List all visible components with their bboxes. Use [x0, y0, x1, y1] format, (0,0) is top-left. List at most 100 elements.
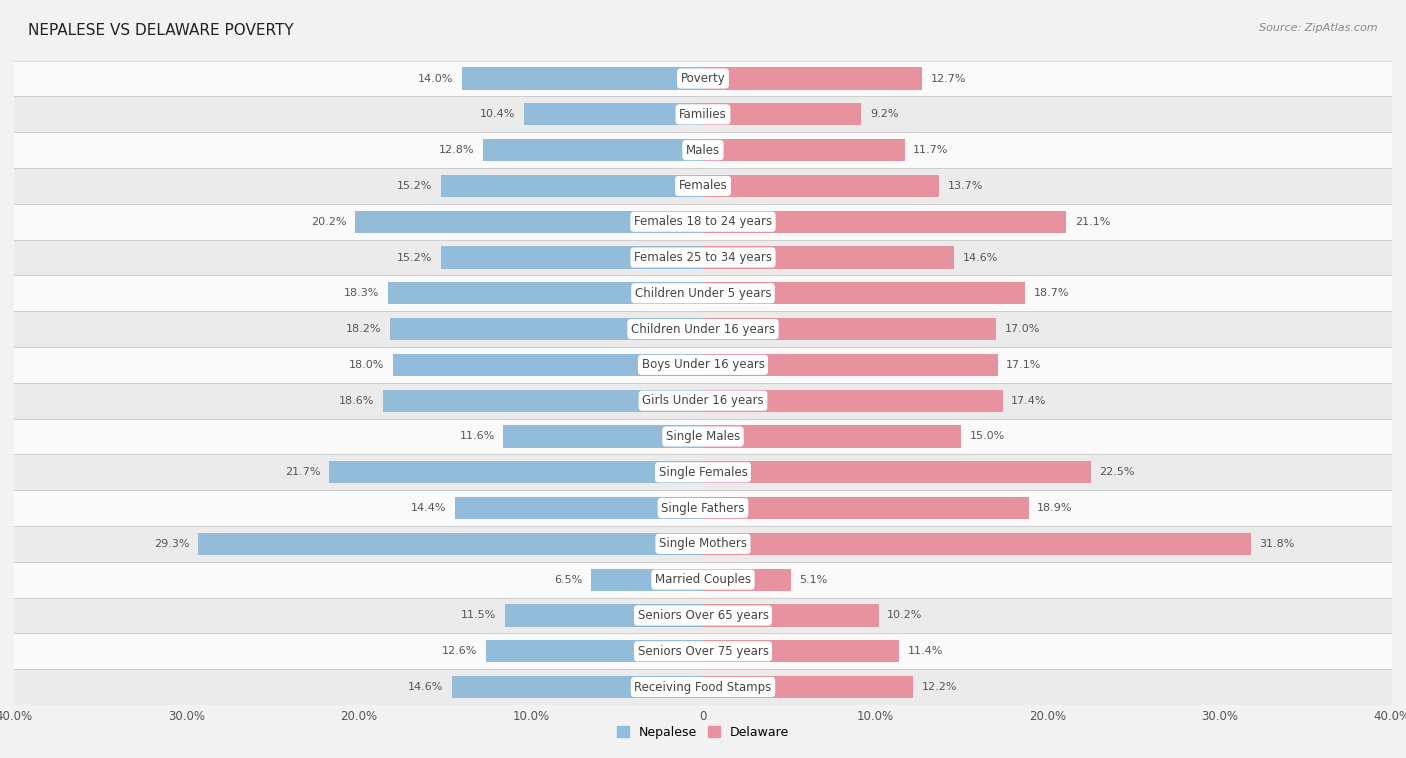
Bar [14, 526, 1392, 562]
Text: Single Fathers: Single Fathers [661, 502, 745, 515]
Text: 11.5%: 11.5% [461, 610, 496, 621]
Bar [703, 282, 1025, 305]
Bar [486, 641, 703, 662]
Bar [198, 533, 703, 555]
Bar [461, 67, 703, 89]
Bar [14, 418, 1392, 454]
Bar [703, 175, 939, 197]
Bar [14, 383, 1392, 418]
Bar [382, 390, 703, 412]
Text: 17.4%: 17.4% [1011, 396, 1047, 406]
Bar [703, 139, 904, 161]
Text: 12.7%: 12.7% [931, 74, 966, 83]
Bar [14, 61, 1392, 96]
Text: 18.3%: 18.3% [344, 288, 380, 299]
Text: 13.7%: 13.7% [948, 181, 983, 191]
Text: Boys Under 16 years: Boys Under 16 years [641, 359, 765, 371]
Text: 18.7%: 18.7% [1033, 288, 1069, 299]
Text: Source: ZipAtlas.com: Source: ZipAtlas.com [1260, 23, 1378, 33]
Bar [703, 246, 955, 268]
Text: 11.4%: 11.4% [908, 647, 943, 656]
Bar [356, 211, 703, 233]
Text: 12.6%: 12.6% [441, 647, 478, 656]
Text: 10.2%: 10.2% [887, 610, 922, 621]
Bar [441, 175, 703, 197]
Bar [14, 597, 1392, 634]
Text: 17.0%: 17.0% [1004, 324, 1040, 334]
Text: Married Couples: Married Couples [655, 573, 751, 586]
Text: 15.2%: 15.2% [398, 252, 433, 262]
Text: Seniors Over 65 years: Seniors Over 65 years [637, 609, 769, 622]
Text: 14.0%: 14.0% [418, 74, 453, 83]
Bar [14, 669, 1392, 705]
Bar [524, 103, 703, 125]
Text: 15.2%: 15.2% [398, 181, 433, 191]
Text: Children Under 16 years: Children Under 16 years [631, 323, 775, 336]
Text: Children Under 5 years: Children Under 5 years [634, 287, 772, 300]
Bar [14, 454, 1392, 490]
Text: Single Females: Single Females [658, 465, 748, 479]
Text: Poverty: Poverty [681, 72, 725, 85]
Bar [389, 318, 703, 340]
Text: 15.0%: 15.0% [970, 431, 1005, 441]
Bar [703, 533, 1251, 555]
Text: 9.2%: 9.2% [870, 109, 898, 119]
Bar [482, 139, 703, 161]
Bar [703, 354, 997, 376]
Bar [14, 96, 1392, 132]
Bar [392, 354, 703, 376]
Bar [703, 103, 862, 125]
Text: Girls Under 16 years: Girls Under 16 years [643, 394, 763, 407]
Bar [14, 562, 1392, 597]
Bar [703, 676, 912, 698]
Text: 21.1%: 21.1% [1076, 217, 1111, 227]
Bar [14, 168, 1392, 204]
Legend: Nepalese, Delaware: Nepalese, Delaware [612, 721, 794, 744]
Bar [703, 318, 995, 340]
Text: 14.6%: 14.6% [408, 682, 443, 692]
Bar [14, 312, 1392, 347]
Bar [14, 275, 1392, 312]
Text: 18.6%: 18.6% [339, 396, 374, 406]
Text: Females 18 to 24 years: Females 18 to 24 years [634, 215, 772, 228]
Bar [14, 490, 1392, 526]
Bar [14, 634, 1392, 669]
Text: 17.1%: 17.1% [1007, 360, 1042, 370]
Bar [456, 497, 703, 519]
Bar [451, 676, 703, 698]
Text: Families: Families [679, 108, 727, 121]
Bar [703, 497, 1029, 519]
Bar [505, 604, 703, 627]
Text: 11.6%: 11.6% [460, 431, 495, 441]
Text: 12.8%: 12.8% [439, 145, 474, 155]
Bar [591, 568, 703, 590]
Bar [14, 204, 1392, 240]
Text: 5.1%: 5.1% [800, 575, 828, 584]
Text: 21.7%: 21.7% [285, 467, 321, 478]
Text: 31.8%: 31.8% [1260, 539, 1295, 549]
Text: Females 25 to 34 years: Females 25 to 34 years [634, 251, 772, 264]
Text: NEPALESE VS DELAWARE POVERTY: NEPALESE VS DELAWARE POVERTY [28, 23, 294, 38]
Text: 14.6%: 14.6% [963, 252, 998, 262]
Text: 22.5%: 22.5% [1099, 467, 1135, 478]
Text: 20.2%: 20.2% [311, 217, 346, 227]
Text: 18.0%: 18.0% [349, 360, 384, 370]
Bar [703, 67, 922, 89]
Text: 29.3%: 29.3% [155, 539, 190, 549]
Bar [703, 641, 900, 662]
Bar [703, 461, 1091, 484]
Bar [14, 347, 1392, 383]
Text: 6.5%: 6.5% [554, 575, 582, 584]
Bar [14, 240, 1392, 275]
Text: 14.4%: 14.4% [411, 503, 446, 513]
Bar [14, 132, 1392, 168]
Bar [703, 211, 1066, 233]
Text: Females: Females [679, 180, 727, 193]
Text: 18.2%: 18.2% [346, 324, 381, 334]
Text: 10.4%: 10.4% [479, 109, 515, 119]
Text: 18.9%: 18.9% [1038, 503, 1073, 513]
Text: Males: Males [686, 143, 720, 157]
Text: 12.2%: 12.2% [922, 682, 957, 692]
Bar [703, 425, 962, 447]
Bar [703, 568, 790, 590]
